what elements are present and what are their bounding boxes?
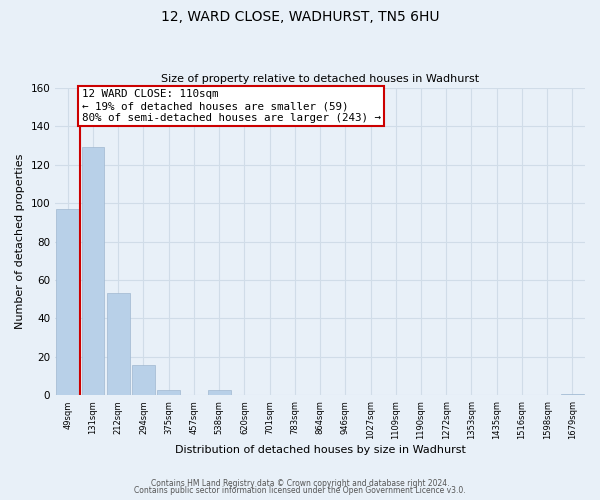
Title: Size of property relative to detached houses in Wadhurst: Size of property relative to detached ho… <box>161 74 479 84</box>
Bar <box>208 390 230 396</box>
Bar <box>157 390 180 396</box>
Y-axis label: Number of detached properties: Number of detached properties <box>15 154 25 329</box>
Text: Contains public sector information licensed under the Open Government Licence v3: Contains public sector information licen… <box>134 486 466 495</box>
Text: 12 WARD CLOSE: 110sqm
← 19% of detached houses are smaller (59)
80% of semi-deta: 12 WARD CLOSE: 110sqm ← 19% of detached … <box>82 90 380 122</box>
Text: Contains HM Land Registry data © Crown copyright and database right 2024.: Contains HM Land Registry data © Crown c… <box>151 478 449 488</box>
Bar <box>82 147 104 396</box>
Bar <box>56 209 79 396</box>
Bar <box>132 364 155 396</box>
Text: 12, WARD CLOSE, WADHURST, TN5 6HU: 12, WARD CLOSE, WADHURST, TN5 6HU <box>161 10 439 24</box>
Bar <box>561 394 584 396</box>
X-axis label: Distribution of detached houses by size in Wadhurst: Distribution of detached houses by size … <box>175 445 466 455</box>
Bar <box>107 294 130 396</box>
